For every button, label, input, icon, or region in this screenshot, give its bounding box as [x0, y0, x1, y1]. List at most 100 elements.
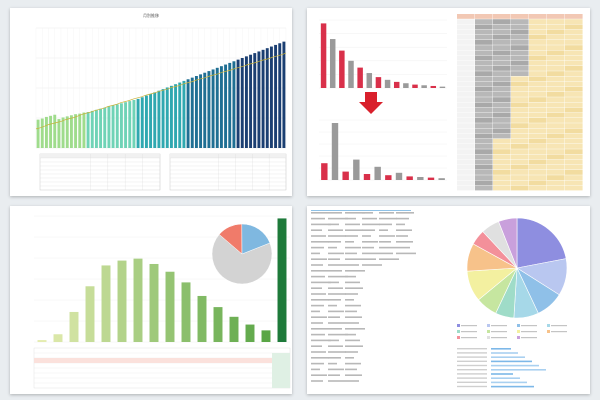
mini-bar	[491, 352, 518, 354]
text-line	[457, 356, 487, 358]
bar	[211, 69, 215, 148]
bar	[282, 41, 286, 148]
text-line	[328, 252, 344, 255]
table-cell	[493, 76, 511, 82]
text-line	[345, 339, 360, 342]
text-line	[328, 287, 343, 289]
table-cell	[493, 24, 511, 30]
text-line	[328, 310, 344, 313]
legend-label	[461, 331, 477, 333]
table-cell	[565, 71, 583, 76]
text-line	[311, 345, 322, 347]
table-cell	[547, 107, 565, 113]
table-cell	[493, 71, 511, 76]
pie-slice	[498, 217, 518, 269]
table-cell	[493, 112, 511, 118]
bar	[133, 258, 143, 342]
text-line	[311, 310, 320, 313]
text-line	[345, 310, 357, 313]
text-line	[345, 287, 363, 289]
table-cell	[565, 34, 583, 40]
text-line	[362, 241, 378, 243]
table-cell	[493, 118, 511, 123]
table-cell	[475, 128, 493, 134]
bar	[240, 58, 244, 148]
table-cell	[565, 144, 583, 149]
text-line	[311, 368, 320, 371]
text-line	[457, 360, 487, 362]
bar	[36, 119, 40, 148]
mini-bar	[491, 369, 546, 371]
table-cell	[529, 60, 547, 66]
table-cell	[457, 170, 475, 175]
mini-bar	[491, 356, 525, 358]
mini-bar	[491, 385, 534, 388]
text-line	[345, 322, 359, 324]
text-line	[345, 299, 354, 301]
table-cell	[511, 40, 529, 45]
table-cell	[457, 19, 475, 24]
text-line	[396, 217, 409, 220]
table-cell	[493, 138, 511, 144]
table-cell	[493, 86, 511, 92]
bar	[395, 172, 403, 180]
text-line	[311, 374, 327, 376]
text-line	[345, 380, 359, 382]
text-line	[396, 246, 410, 249]
table-cell	[565, 107, 583, 113]
bar	[103, 107, 107, 148]
text-line	[311, 316, 327, 318]
bar	[412, 84, 418, 88]
table-cell	[475, 29, 493, 35]
table-highlight-col	[272, 353, 290, 388]
table-cell	[493, 164, 511, 170]
text-line	[328, 275, 348, 278]
bar	[117, 260, 127, 342]
table-cell	[457, 45, 475, 50]
bar	[265, 48, 269, 148]
bar	[329, 39, 336, 88]
table-cell	[493, 144, 511, 149]
text-line	[379, 212, 394, 214]
text-line	[328, 258, 340, 260]
table-cell	[475, 97, 493, 102]
table-cell	[475, 24, 493, 30]
legend-swatch	[547, 324, 550, 327]
bar	[153, 92, 157, 148]
bar	[257, 51, 261, 148]
table-cell	[565, 14, 583, 19]
bar	[99, 108, 103, 148]
table-cell	[565, 123, 583, 128]
text-line	[311, 252, 320, 255]
table-cell	[511, 107, 529, 113]
table-cell	[511, 170, 529, 175]
table-cell	[565, 185, 583, 191]
text-line	[362, 229, 375, 231]
table-cell	[565, 154, 583, 160]
text-line	[328, 304, 337, 307]
legend-label	[491, 331, 507, 333]
table-cell	[529, 133, 547, 139]
bar	[430, 85, 437, 88]
table-cell	[529, 107, 547, 113]
table-cell	[547, 164, 565, 170]
table-cell	[547, 144, 565, 149]
bar	[203, 72, 207, 148]
bar	[439, 86, 446, 88]
table-cell	[547, 50, 565, 56]
table-cell	[493, 29, 511, 35]
table-cell	[475, 76, 493, 82]
table-cell	[457, 154, 475, 160]
text-line	[457, 364, 487, 367]
bar	[438, 178, 445, 180]
mini-bar	[491, 377, 520, 379]
table-cell	[547, 159, 565, 165]
table-cell	[565, 159, 583, 165]
table-cell	[475, 66, 493, 71]
bar	[342, 171, 349, 180]
legend-label	[461, 325, 477, 327]
text-line	[328, 357, 341, 359]
table-cell	[511, 149, 529, 154]
table-cell	[493, 154, 511, 160]
bar	[228, 62, 232, 149]
